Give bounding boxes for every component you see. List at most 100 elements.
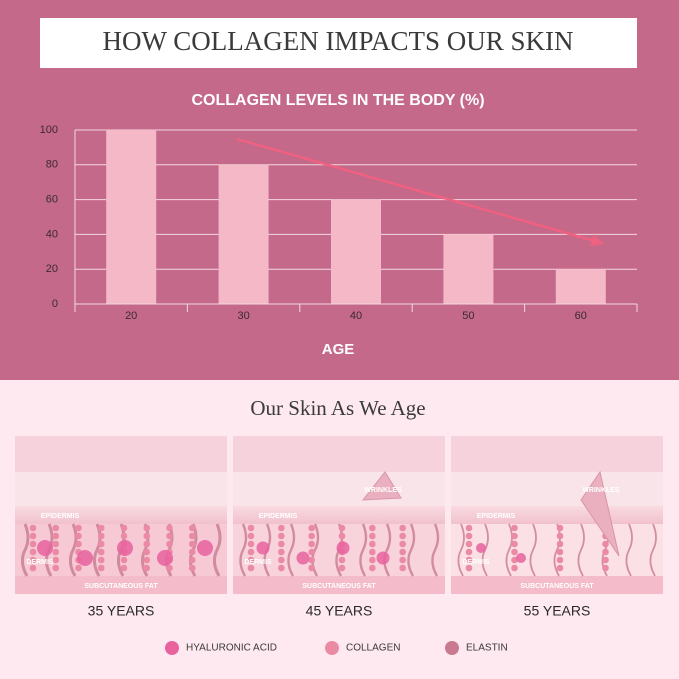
bar xyxy=(218,164,269,304)
legend-swatch xyxy=(165,641,179,655)
panel-caption: 35 YEARS xyxy=(88,603,155,619)
panel-label: WRINKLES xyxy=(582,487,620,494)
collagen xyxy=(338,564,346,572)
collagen xyxy=(29,556,37,564)
subcutaneous xyxy=(451,576,663,594)
collagen xyxy=(399,564,406,572)
hyaluronic-acid xyxy=(376,551,390,565)
elastin-fiber xyxy=(68,523,78,577)
collagen xyxy=(29,540,37,548)
elastin-fiber xyxy=(505,523,513,577)
collagen xyxy=(29,564,37,572)
collagen xyxy=(511,540,518,548)
collagen xyxy=(143,532,151,540)
collagen xyxy=(120,524,128,532)
legend-label: ELASTIN xyxy=(466,643,508,654)
wrinkle xyxy=(361,471,402,501)
collagen xyxy=(308,532,315,540)
collagen xyxy=(188,556,196,564)
collagen xyxy=(247,548,255,556)
collagen xyxy=(52,564,60,572)
collagen xyxy=(29,532,37,540)
collagen xyxy=(369,532,376,540)
collagen xyxy=(278,556,285,564)
collagen xyxy=(52,556,60,564)
skin-surface xyxy=(233,472,445,506)
panel-label: EPIDERMIS xyxy=(477,513,516,520)
collagen xyxy=(97,540,105,548)
collagen xyxy=(166,532,173,540)
bar xyxy=(555,269,606,304)
collagen xyxy=(465,540,473,548)
wrinkle xyxy=(580,470,620,557)
panel-label: DERMIS xyxy=(26,559,54,566)
collagen xyxy=(511,532,518,540)
elastin-fiber xyxy=(649,523,657,577)
panel-label: EPIDERMIS xyxy=(259,513,298,520)
collagen xyxy=(556,548,564,556)
collagen xyxy=(399,524,406,532)
collagen xyxy=(369,548,376,556)
hyaluronic-acid xyxy=(296,551,310,565)
collagen xyxy=(247,532,255,540)
skin-panel: WRINKLES EPIDERMIS DERMIS SUBCUTANEOUS FAT 5… xyxy=(451,436,663,619)
skin-panel: EPIDERMIS DERMIS SUBCUTANEOUS FAT 35 YEARS xyxy=(15,436,227,619)
x-tick-label: 60 xyxy=(575,310,587,322)
collagen xyxy=(143,556,151,564)
legend: HYALURONIC ACID COLLAGEN ELASTIN xyxy=(165,641,508,655)
elastin-fiber xyxy=(529,523,537,577)
legend-label: HYALURONIC ACID xyxy=(186,643,277,654)
subcutaneous xyxy=(233,576,445,594)
collagen xyxy=(188,540,196,548)
collagen xyxy=(308,540,315,548)
panel-label: WRINKLES xyxy=(364,487,402,494)
collagen xyxy=(556,524,564,532)
skin-surface xyxy=(451,472,663,506)
collagen xyxy=(338,556,346,564)
elastin-fiber xyxy=(553,523,561,577)
collagen xyxy=(247,540,255,548)
hyaluronic-acid xyxy=(37,540,53,556)
collagen xyxy=(556,540,564,548)
x-tick-label: 20 xyxy=(125,310,137,322)
collagen xyxy=(465,564,473,572)
epidermis xyxy=(15,506,227,524)
collagen xyxy=(556,532,564,540)
collagen xyxy=(166,524,173,532)
collagen xyxy=(29,548,37,556)
y-tick-label: 80 xyxy=(46,159,58,171)
panel-label: SUBCUTANEOUS FAT xyxy=(302,583,376,590)
elastin-fiber xyxy=(577,523,585,577)
panel-label: EPIDERMIS xyxy=(41,513,80,520)
hyaluronic-acid xyxy=(157,550,173,566)
collagen xyxy=(556,564,564,572)
collagen xyxy=(602,556,609,564)
collagen xyxy=(188,524,196,532)
trend-arrow xyxy=(236,137,605,247)
collagen xyxy=(188,564,196,572)
y-tick-label: 20 xyxy=(46,263,58,275)
chart-title: COLLAGEN LEVELS IN THE BODY (%) xyxy=(191,92,484,109)
elastin-fiber xyxy=(20,523,30,577)
collagen xyxy=(143,540,151,548)
collagen xyxy=(120,564,128,572)
collagen xyxy=(75,532,82,540)
section-title: Our Skin As We Age xyxy=(250,396,425,420)
collagen xyxy=(278,548,285,556)
collagen xyxy=(52,532,60,540)
panel-caption: 45 YEARS xyxy=(306,603,373,619)
collagen xyxy=(338,532,346,540)
collagen xyxy=(97,532,105,540)
skin-surface xyxy=(15,472,227,506)
x-tick-label: 50 xyxy=(462,310,474,322)
elastin-fiber xyxy=(239,523,248,577)
collagen xyxy=(247,564,255,572)
collagen xyxy=(369,524,376,532)
legend-swatch xyxy=(445,641,459,655)
collagen xyxy=(75,564,82,572)
x-axis-label: AGE xyxy=(322,341,355,358)
elastin-fiber xyxy=(287,523,296,577)
collagen xyxy=(75,540,82,548)
x-tick-label: 30 xyxy=(237,310,249,322)
